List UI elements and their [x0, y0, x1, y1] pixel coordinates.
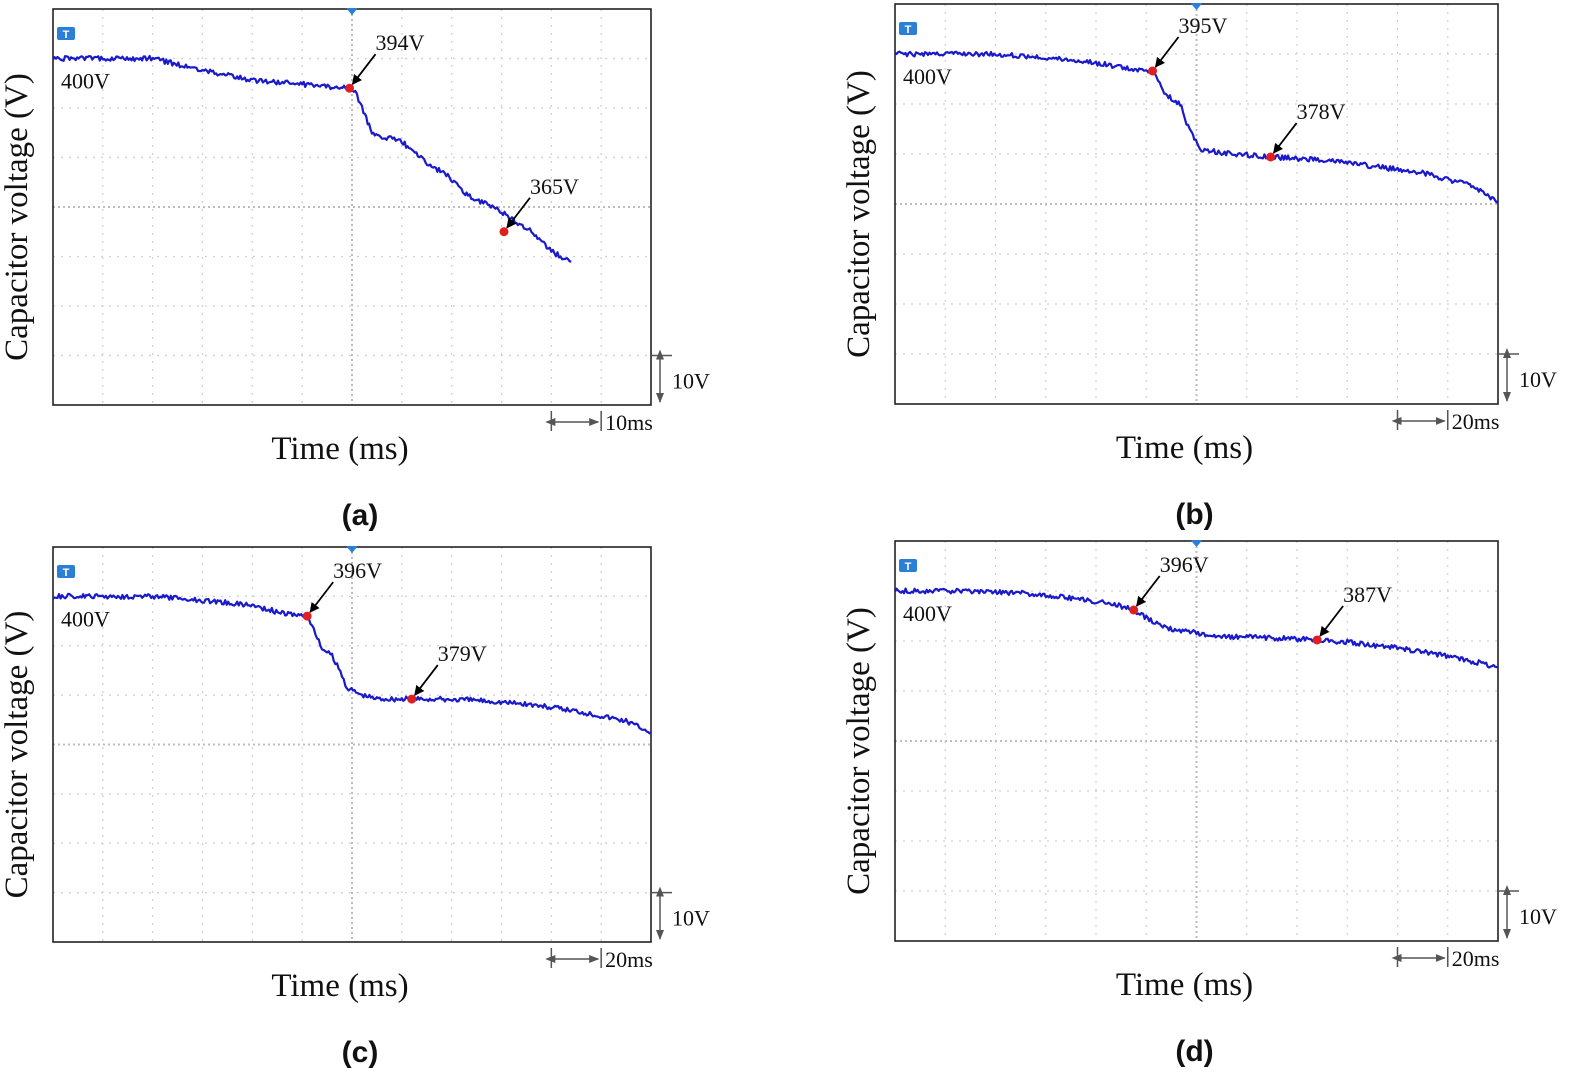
point-label: 395V	[1179, 13, 1228, 38]
trigger-icon: T	[899, 22, 917, 36]
trigger-icon-label: T	[63, 29, 70, 41]
panel-b: T 400V 395V 378V 10V 20ms Time (ms) Capacitor v…	[841, 3, 1557, 531]
measurement-point	[1129, 605, 1139, 615]
panel-label: (c)	[342, 1036, 379, 1069]
trigger-icon-bg	[899, 22, 917, 35]
trigger-icon: T	[57, 565, 75, 579]
trigger-icon-bg	[57, 565, 75, 578]
y-axis-label: Capacitor voltage (V)	[841, 70, 877, 358]
measurement-point	[1148, 66, 1158, 76]
measurement-point	[1266, 152, 1276, 162]
panel-c: T 400V 396V 379V 10V 20ms Time (ms) Capacitor v…	[0, 546, 710, 1069]
y-axis-label: Capacitor voltage (V)	[841, 607, 877, 895]
measurement-point	[499, 227, 509, 237]
point-arrow	[1319, 605, 1344, 637]
point-arrow	[351, 53, 377, 85]
point-label: 394V	[376, 30, 425, 55]
voltage-waveform	[52, 54, 572, 263]
voltage-waveform	[52, 592, 652, 735]
volt-scale-label: 10V	[672, 368, 710, 393]
point-label: 387V	[1343, 582, 1392, 607]
volt-scale-label: 10V	[672, 905, 710, 930]
voltage-waveform	[894, 587, 1499, 669]
panel-label: (a)	[342, 499, 379, 532]
y-axis-label: Capacitor voltage (V)	[0, 611, 35, 899]
point-arrow	[1272, 122, 1298, 154]
trigger-position-marker	[346, 546, 358, 553]
time-scale-label: 20ms	[605, 947, 653, 972]
measurement-point	[1312, 635, 1322, 645]
measurement-point	[302, 611, 312, 621]
point-label: 365V	[530, 174, 579, 199]
x-axis-label: Time (ms)	[271, 431, 408, 467]
point-arrow	[1154, 36, 1180, 68]
start-voltage-label: 400V	[61, 69, 110, 94]
y-axis-label: Capacitor voltage (V)	[0, 73, 35, 361]
grid	[53, 9, 651, 405]
volt-scale-label: 10V	[1519, 367, 1557, 392]
point-arrow	[506, 197, 531, 229]
voltage-waveform	[894, 50, 1499, 204]
panel-a: T 400V 394V 365V 10V 10ms Time (ms) Capacitor v…	[0, 8, 710, 532]
trigger-position-marker	[1190, 3, 1203, 10]
trigger-icon: T	[57, 27, 75, 41]
panel-d: T 400V 396V 387V 10V 20ms Time (ms) Capacitor v…	[841, 540, 1557, 1068]
grid	[895, 4, 1498, 404]
volt-scale-label: 10V	[1519, 904, 1557, 929]
point-label: 378V	[1297, 99, 1346, 124]
trigger-icon-bg	[57, 27, 75, 40]
point-arrow	[1135, 575, 1161, 607]
point-arrow	[414, 664, 439, 696]
x-axis-label: Time (ms)	[1116, 430, 1253, 466]
measurement-point	[407, 694, 417, 704]
x-axis-label: Time (ms)	[1116, 967, 1253, 1003]
trigger-icon-label: T	[63, 567, 70, 579]
grid	[53, 547, 651, 942]
trigger-icon-bg	[899, 559, 917, 572]
trigger-icon-label: T	[905, 561, 912, 573]
point-label: 396V	[1160, 552, 1209, 577]
point-label: 396V	[333, 558, 382, 583]
panel-label: (b)	[1175, 498, 1213, 531]
measurement-point	[345, 83, 355, 93]
point-label: 379V	[438, 641, 487, 666]
trigger-icon: T	[899, 559, 917, 573]
trigger-position-marker	[1190, 540, 1203, 547]
time-scale-label: 20ms	[1452, 946, 1500, 971]
start-voltage-label: 400V	[903, 601, 952, 626]
grid	[895, 541, 1498, 941]
start-voltage-label: 400V	[61, 606, 110, 631]
point-arrow	[309, 581, 334, 613]
x-axis-label: Time (ms)	[271, 968, 408, 1004]
trigger-icon-label: T	[905, 24, 912, 36]
panel-label: (d)	[1175, 1035, 1213, 1068]
time-scale-label: 20ms	[1452, 409, 1500, 434]
trigger-position-marker	[346, 8, 358, 15]
start-voltage-label: 400V	[903, 64, 952, 89]
time-scale-label: 10ms	[605, 410, 653, 435]
